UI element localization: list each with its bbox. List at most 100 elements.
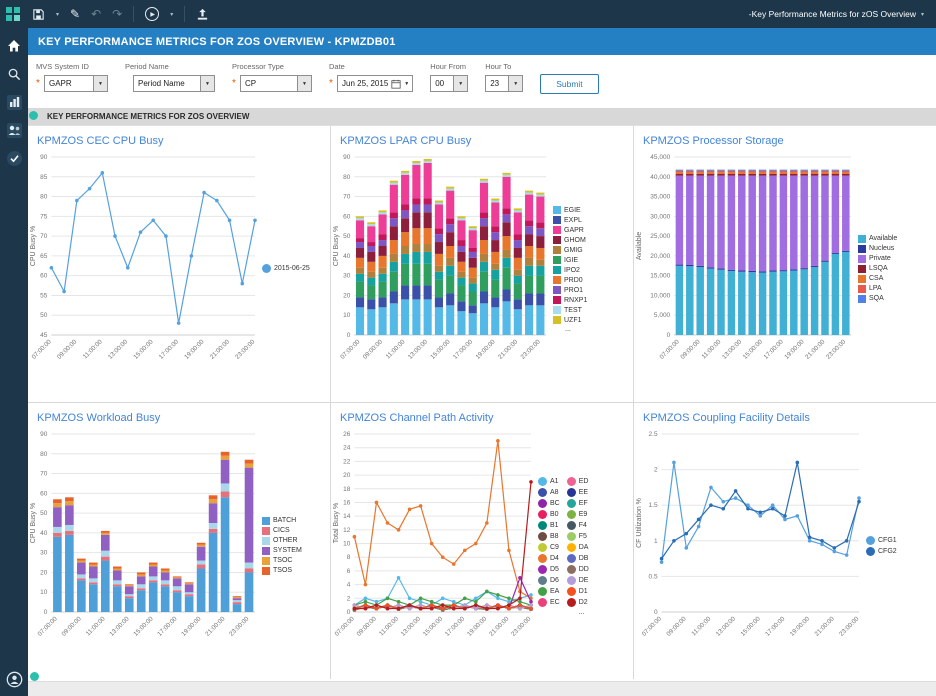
chart-title: KPMZOS Coupling Facility Details	[643, 412, 810, 424]
legend-swatch	[566, 488, 576, 497]
app-logo-icon[interactable]	[6, 6, 21, 22]
submit-button[interactable]: Submit	[540, 74, 599, 94]
legend-swatch	[553, 276, 561, 284]
svg-text:15:00:00: 15:00:00	[422, 615, 445, 638]
annotation-dot[interactable]	[30, 672, 39, 681]
legend-label: C9	[550, 544, 559, 551]
save-icon[interactable]	[32, 8, 45, 21]
home-icon[interactable]	[5, 37, 23, 55]
legend-label: CFG1	[878, 536, 897, 544]
svg-text:20,000: 20,000	[650, 253, 670, 260]
legend-item: B1	[538, 521, 560, 530]
legend-swatch	[553, 226, 561, 234]
annotation-dot[interactable]	[29, 111, 38, 120]
hour-from-value: 00	[435, 79, 445, 88]
grid-logo-icon	[6, 6, 20, 21]
legend-item: OTHER	[262, 536, 302, 545]
legend-label: D2	[578, 599, 588, 606]
period-name-select[interactable]: Period Name ▼	[133, 75, 215, 92]
legend-item: F4	[566, 521, 589, 530]
reports-icon[interactable]	[5, 93, 23, 111]
svg-text:26: 26	[343, 431, 351, 438]
legend-label: EE	[578, 489, 589, 496]
svg-text:Available: Available	[636, 232, 643, 260]
hour-to-select[interactable]: 23 ▼	[485, 75, 524, 92]
svg-text:23:00:00: 23:00:00	[228, 615, 251, 638]
legend-swatch	[858, 254, 866, 263]
mvs-system-select[interactable]: GAPR ▼	[44, 75, 108, 92]
svg-text:13:00:00: 13:00:00	[400, 615, 423, 638]
svg-text:85: 85	[40, 174, 48, 181]
svg-text:09:00:00: 09:00:00	[356, 615, 379, 638]
svg-text:13:00:00: 13:00:00	[107, 338, 130, 361]
chart-canvas-cec-cpu-busy: 45 50 55 60 65 70 75 80 85 90 07:00:00 09:00:00 11:0…	[28, 147, 260, 390]
legend-swatch	[553, 246, 561, 254]
legend-swatch	[553, 206, 561, 214]
chart-canvas-lpar-cpu-busy: 0 10 20 30 40 50 60 70 80 90 07:00:00 09:00:00 11:00…	[331, 147, 551, 390]
svg-text:11:00:00: 11:00:00	[85, 615, 107, 637]
svg-text:Total Busy %: Total Busy %	[333, 503, 340, 543]
legend-swatch	[858, 284, 866, 293]
svg-text:23:00:00: 23:00:00	[519, 338, 542, 361]
legend-swatch	[866, 535, 875, 545]
legend-swatch	[553, 216, 561, 224]
edit-icon[interactable]: ✎	[70, 7, 81, 21]
legend-label: CICS	[273, 527, 290, 534]
svg-text:15:00:00: 15:00:00	[429, 338, 452, 361]
redo-icon[interactable]: ↷	[112, 7, 123, 21]
profile-icon[interactable]	[5, 670, 23, 688]
hour-to-value: 23	[490, 79, 500, 88]
svg-text:90: 90	[40, 431, 48, 438]
legend-label: DE	[578, 577, 589, 584]
processor-type-select[interactable]: CP ▼	[240, 75, 312, 92]
chart-title: KPMZOS Workload Busy	[37, 412, 161, 424]
calendar-icon[interactable]	[391, 79, 401, 89]
svg-text:0: 0	[347, 332, 351, 339]
undo-icon[interactable]: ↶	[91, 7, 102, 21]
svg-text:2.5: 2.5	[649, 431, 658, 438]
svg-text:11:00:00: 11:00:00	[82, 338, 104, 360]
users-icon[interactable]	[5, 121, 23, 139]
date-input[interactable]: Jun 25, 2015 ▼	[337, 75, 414, 92]
svg-text:13:00:00: 13:00:00	[721, 338, 744, 361]
processor-type-label: Processor Type	[232, 62, 284, 71]
legend-swatch	[262, 566, 270, 575]
svg-text:14: 14	[343, 513, 351, 520]
svg-text:8: 8	[347, 554, 351, 561]
svg-text:19:00:00: 19:00:00	[783, 338, 806, 361]
svg-text:80: 80	[40, 451, 48, 458]
export-icon[interactable]	[196, 8, 209, 21]
legend-swatch	[566, 510, 576, 519]
svg-text:35,000: 35,000	[650, 194, 670, 201]
mvs-system-label: MVS System ID	[36, 62, 89, 71]
dashboard-selector[interactable]: -Key Performance Metrics for zOS Overvie…	[749, 9, 924, 19]
run-icon[interactable]: ▶	[145, 7, 160, 21]
svg-text:15,000: 15,000	[650, 273, 670, 280]
svg-text:11:00:00: 11:00:00	[378, 615, 400, 637]
legend-item: TSOC	[262, 556, 302, 565]
hour-from-select[interactable]: 00 ▼	[430, 75, 469, 92]
legend-swatch	[262, 556, 270, 565]
chart-title: KPMZOS Channel Path Activity	[340, 412, 494, 424]
legend-item: IGIE	[553, 256, 587, 264]
chart-legend: 2015-06-25	[262, 262, 310, 275]
svg-text:CPU Busy %: CPU Busy %	[30, 503, 37, 543]
svg-text:25,000: 25,000	[650, 233, 670, 240]
section-header: KEY PERFORMANCE METRICS FOR ZOS OVERVIEW	[28, 108, 936, 125]
svg-text:13:00:00: 13:00:00	[108, 615, 131, 638]
select-arrow-icon: ▼	[453, 76, 468, 91]
save-menu-caret-icon[interactable]: ▾	[56, 11, 60, 18]
search-icon[interactable]	[5, 65, 23, 83]
svg-text:CF Utilization %: CF Utilization %	[636, 498, 643, 548]
svg-text:70: 70	[40, 471, 48, 478]
legend-item: E9	[566, 510, 589, 519]
legend-swatch	[866, 546, 875, 556]
legend-item: ED	[566, 477, 589, 486]
check-circle-icon[interactable]	[5, 149, 23, 167]
required-marker: *	[36, 77, 40, 89]
svg-text:13:00:00: 13:00:00	[407, 338, 430, 361]
run-menu-caret-icon[interactable]: ▾	[170, 11, 174, 18]
legend-label: D5	[550, 566, 559, 573]
hour-to-label: Hour To	[485, 62, 512, 71]
legend-label: LPA	[869, 285, 882, 292]
